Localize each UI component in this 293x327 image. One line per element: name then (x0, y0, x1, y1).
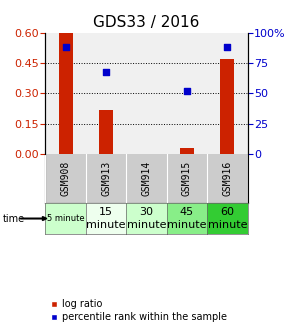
Point (185, 88, 189, 94)
Text: GSM913: GSM913 (101, 161, 111, 196)
Text: time: time (3, 214, 25, 224)
Text: GSM916: GSM916 (222, 161, 232, 196)
Text: 30: 30 (139, 207, 154, 216)
Text: minute: minute (167, 220, 207, 231)
Text: 15: 15 (99, 207, 113, 216)
Text: minute: minute (127, 220, 166, 231)
Point (225, 45, 230, 50)
Bar (220, 59, 234, 154)
Text: GSM914: GSM914 (142, 161, 151, 196)
Text: minute: minute (86, 220, 126, 231)
Legend: log ratio, percentile rank within the sample: log ratio, percentile rank within the sa… (50, 299, 227, 322)
Text: GSM915: GSM915 (182, 161, 192, 196)
Bar (180, 148, 194, 154)
Title: GDS33 / 2016: GDS33 / 2016 (93, 15, 200, 30)
Point (104, 69, 108, 74)
Point (63, 45, 68, 50)
Text: minute: minute (208, 220, 247, 231)
Text: 5 minute: 5 minute (47, 214, 84, 223)
Text: GSM908: GSM908 (61, 161, 71, 196)
Text: 60: 60 (220, 207, 234, 216)
Bar (59, 33, 73, 154)
Text: 45: 45 (180, 207, 194, 216)
Bar (99, 110, 113, 154)
